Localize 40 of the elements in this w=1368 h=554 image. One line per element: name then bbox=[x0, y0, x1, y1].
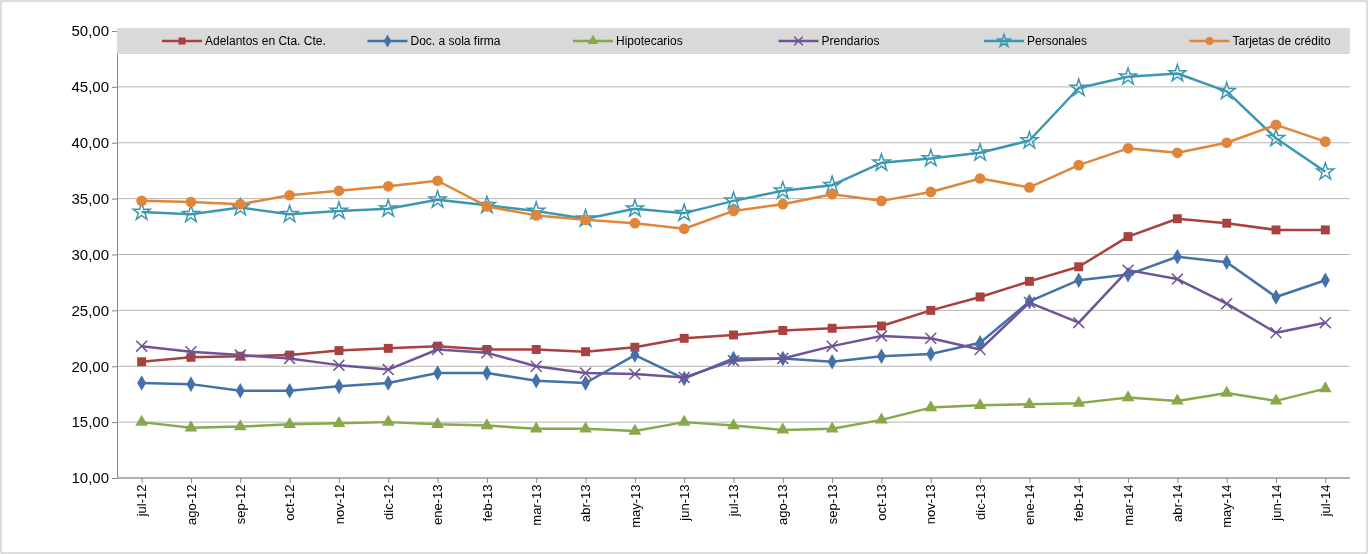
x-tick-label: oct-13 bbox=[874, 484, 890, 521]
x-tick-label: dic-13 bbox=[972, 484, 988, 520]
x-tick-label: oct-12 bbox=[282, 484, 298, 521]
y-tick-label: 30,00 bbox=[71, 245, 109, 263]
x-tick-label: abr-13 bbox=[578, 484, 594, 523]
legend-label: Personales bbox=[1027, 34, 1088, 48]
x-tick-label: ene-13 bbox=[430, 484, 446, 525]
x-tick-label: ene-14 bbox=[1022, 484, 1038, 525]
x-tick-label: ago-13 bbox=[775, 484, 791, 525]
x-tick-label: jun-14 bbox=[1268, 484, 1284, 522]
legend-label: Doc. a sola firma bbox=[410, 34, 501, 48]
x-tick-label: dic-12 bbox=[380, 484, 396, 520]
x-tick-label: sep-12 bbox=[232, 484, 248, 525]
x-tick-label: abr-14 bbox=[1170, 484, 1186, 523]
legend-label: Prendarios bbox=[821, 34, 880, 48]
x-tick-label: feb-14 bbox=[1071, 484, 1087, 522]
y-tick-label: 10,00 bbox=[71, 469, 109, 487]
x-tick-label: may-13 bbox=[627, 484, 643, 528]
y-tick-label: 45,00 bbox=[71, 78, 109, 96]
x-tick-label: jul-14 bbox=[1318, 484, 1333, 518]
x-tick-label: may-14 bbox=[1219, 484, 1235, 528]
x-tick-label: feb-13 bbox=[479, 484, 495, 522]
x-tick-label: mar-13 bbox=[528, 484, 544, 526]
y-tick-label: 35,00 bbox=[71, 189, 109, 207]
y-tick-label: 20,00 bbox=[71, 357, 109, 375]
y-tick-label: 50,00 bbox=[71, 22, 109, 40]
x-tick-label: mar-14 bbox=[1120, 484, 1136, 526]
legend-label: Adelantos en Cta. Cte. bbox=[205, 34, 326, 48]
x-tick-label: jun-13 bbox=[676, 484, 692, 522]
y-tick-label: 15,00 bbox=[71, 413, 109, 431]
x-tick-label: sep-13 bbox=[824, 484, 840, 525]
x-tick-label: jul-13 bbox=[726, 484, 742, 518]
y-tick-label: 25,00 bbox=[71, 301, 109, 319]
x-tick-label: ago-12 bbox=[183, 484, 199, 525]
legend-label: Hipotecarios bbox=[616, 34, 683, 48]
legend-label: Tarjetas de crédito bbox=[1232, 34, 1331, 48]
x-tick-label: nov-13 bbox=[923, 484, 939, 525]
x-tick-label: nov-12 bbox=[331, 484, 347, 525]
x-tick-label: jul-12 bbox=[134, 484, 150, 518]
y-tick-label: 40,00 bbox=[71, 134, 109, 152]
